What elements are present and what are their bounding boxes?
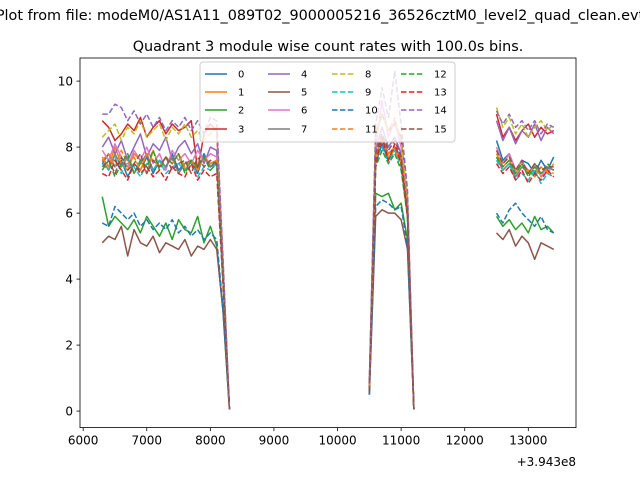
x-tick-label-13000: 13000 bbox=[509, 434, 547, 448]
series-14-line-segment-1 bbox=[102, 103, 231, 410]
x-tick-label-11000: 11000 bbox=[382, 434, 420, 448]
y-tick-label-10: 10 bbox=[58, 74, 73, 88]
legend-label-1: 1 bbox=[238, 88, 244, 99]
legend-label-9: 9 bbox=[365, 88, 371, 99]
x-offset-label: +3.943e8 bbox=[517, 455, 576, 469]
series-5-line-segment-3 bbox=[495, 228, 555, 261]
series-13-line-segment-1 bbox=[101, 159, 231, 410]
series-15-line-segment-2 bbox=[368, 133, 415, 410]
x-tick-label-10000: 10000 bbox=[318, 434, 356, 448]
legend-label-15: 15 bbox=[434, 125, 447, 136]
legend-label-3: 3 bbox=[238, 125, 244, 136]
legend-label-11: 11 bbox=[365, 125, 378, 136]
chart-title: Quadrant 3 module wise count rates with … bbox=[133, 39, 524, 55]
x-tick-label-12000: 12000 bbox=[446, 434, 484, 448]
legend-frame bbox=[199, 61, 456, 143]
x-tick-label-9000: 9000 bbox=[259, 434, 290, 448]
series-9-line-segment-3 bbox=[495, 159, 555, 185]
series-2-line-segment-2 bbox=[368, 192, 415, 410]
legend-label-4: 4 bbox=[301, 70, 307, 81]
series-13-line-segment-3 bbox=[495, 163, 555, 185]
series-4-line-segment-1 bbox=[101, 133, 231, 410]
series-9-line-segment-1 bbox=[101, 156, 231, 410]
x-tick-label-8000: 8000 bbox=[195, 434, 226, 448]
legend-label-5: 5 bbox=[301, 88, 307, 99]
legend-label-0: 0 bbox=[238, 70, 244, 81]
y-tick-label-6: 6 bbox=[65, 206, 73, 220]
series-15-line-segment-1 bbox=[101, 152, 231, 410]
series-12-line-segment-2 bbox=[368, 149, 415, 410]
figure-suptitle: Plot from file: modeM0/AS1A11_089T02_900… bbox=[0, 8, 640, 24]
legend-label-10: 10 bbox=[365, 106, 378, 117]
y-tick-label-4: 4 bbox=[65, 272, 73, 286]
y-tick-label-0: 0 bbox=[65, 404, 73, 418]
series-15-line-segment-3 bbox=[495, 150, 554, 175]
series-13-line-segment-2 bbox=[368, 136, 415, 410]
series-8-line-segment-3 bbox=[495, 107, 555, 138]
series-12-line-segment-1 bbox=[101, 149, 231, 410]
series-7-line-segment-1 bbox=[101, 152, 231, 410]
series-2-line-segment-3 bbox=[495, 215, 555, 234]
series-10-line-segment-3 bbox=[495, 202, 555, 234]
series-10-line-segment-1 bbox=[101, 205, 231, 410]
legend-label-2: 2 bbox=[238, 106, 244, 117]
x-tick-label-6000: 6000 bbox=[68, 434, 99, 448]
y-tick-label-2: 2 bbox=[65, 338, 73, 352]
legend-label-7: 7 bbox=[301, 125, 307, 136]
legend-label-12: 12 bbox=[434, 70, 447, 81]
series-4-line-segment-3 bbox=[495, 120, 555, 145]
x-axis: 6000 7000 8000 9000 10000 11000 12000 13000 bbox=[68, 427, 547, 448]
legend-label-13: 13 bbox=[434, 88, 447, 99]
legend-label-6: 6 bbox=[301, 106, 307, 117]
y-tick-label-8: 8 bbox=[65, 140, 73, 154]
x-tick-label-7000: 7000 bbox=[131, 434, 162, 448]
series-14-line-segment-3 bbox=[495, 110, 555, 135]
legend-label-14: 14 bbox=[434, 106, 447, 117]
series-2-line-segment-1 bbox=[101, 196, 231, 410]
series-10-line-segment-2 bbox=[368, 199, 415, 410]
series-5-line-segment-2 bbox=[368, 209, 415, 410]
axes-frame bbox=[79, 57, 577, 429]
y-axis: 0 2 4 6 8 10 bbox=[58, 74, 80, 418]
series-0-line-segment-3 bbox=[495, 140, 555, 175]
legend-label-8: 8 bbox=[365, 70, 371, 81]
series-5-line-segment-1 bbox=[101, 225, 231, 410]
